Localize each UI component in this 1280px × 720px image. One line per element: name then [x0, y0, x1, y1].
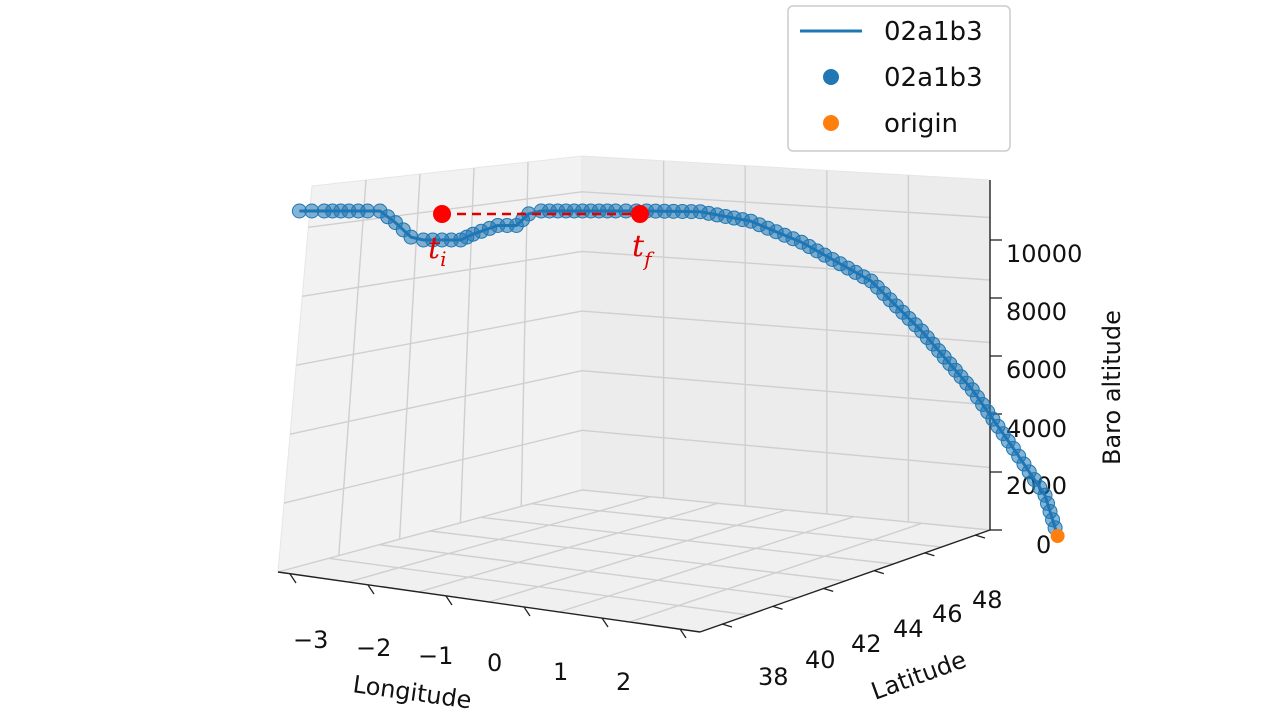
legend-marker-swatch: [823, 69, 839, 85]
z-tick-label: 10000: [1006, 240, 1082, 268]
tick-mark: [924, 552, 935, 557]
y-tick-label: 38: [758, 663, 789, 691]
tick-marks: [289, 239, 1002, 639]
axes-panes: [277, 155, 991, 633]
legend: 02a1b3 02a1b3 origin: [787, 5, 1011, 152]
x-tick-label: −1: [418, 642, 453, 670]
x-tick-label: −3: [293, 626, 328, 654]
z-tick-label: 0: [1036, 531, 1051, 559]
grid-line: [283, 429, 991, 504]
y-tick-label: 46: [932, 600, 963, 628]
tick-mark: [601, 617, 609, 628]
tick-mark: [721, 623, 733, 628]
tick-mark: [974, 534, 986, 539]
origin-point: [1050, 529, 1065, 543]
grid-line: [531, 502, 942, 548]
y-tick-labels: 38 40 42 44 46 48: [758, 586, 1003, 691]
y-axis-label: Latitude: [867, 646, 969, 706]
data-point: [403, 229, 419, 245]
z-tick-label: 6000: [1006, 356, 1067, 384]
t-i-marker: [433, 205, 451, 223]
legend-label: 02a1b3: [884, 63, 983, 93]
y-tick-label: 44: [893, 615, 924, 643]
legend-label: 02a1b3: [884, 17, 983, 47]
data-point: [304, 203, 320, 219]
grid-line: [338, 179, 367, 556]
t-f-marker: [631, 205, 649, 223]
z-tick-label: 4000: [1006, 415, 1067, 443]
grid-line: [308, 191, 991, 229]
tick-mark: [772, 605, 783, 610]
tick-mark: [679, 628, 687, 639]
x-tick-label: 1: [553, 658, 568, 686]
t-i-label: ti: [428, 231, 446, 271]
y-tick-label: 40: [805, 646, 836, 674]
x-tick-label: −2: [356, 634, 391, 662]
tick-mark: [823, 587, 834, 593]
x-axis-label: Longitude: [351, 670, 473, 714]
annotations: ti tf: [428, 205, 655, 271]
legend-origin-swatch: [823, 115, 839, 131]
legend-label: origin: [884, 109, 958, 139]
x-tick-label: 0: [487, 649, 502, 677]
tick-mark: [367, 584, 375, 595]
grid-line: [296, 310, 991, 366]
y-tick-label: 48: [972, 586, 1003, 614]
grid-line: [289, 370, 991, 435]
tick-mark: [289, 573, 297, 584]
z-axis-label: Baro altitude: [1098, 310, 1126, 465]
y-tick-label: 42: [851, 630, 882, 658]
z-tick-label: 8000: [1006, 298, 1067, 326]
tick-mark: [445, 595, 453, 606]
tick-mark: [523, 606, 531, 617]
x-tick-label: 2: [616, 668, 631, 696]
x-tick-labels: −3 −2 −1 0 1 2: [293, 626, 631, 696]
tick-mark: [873, 569, 884, 575]
